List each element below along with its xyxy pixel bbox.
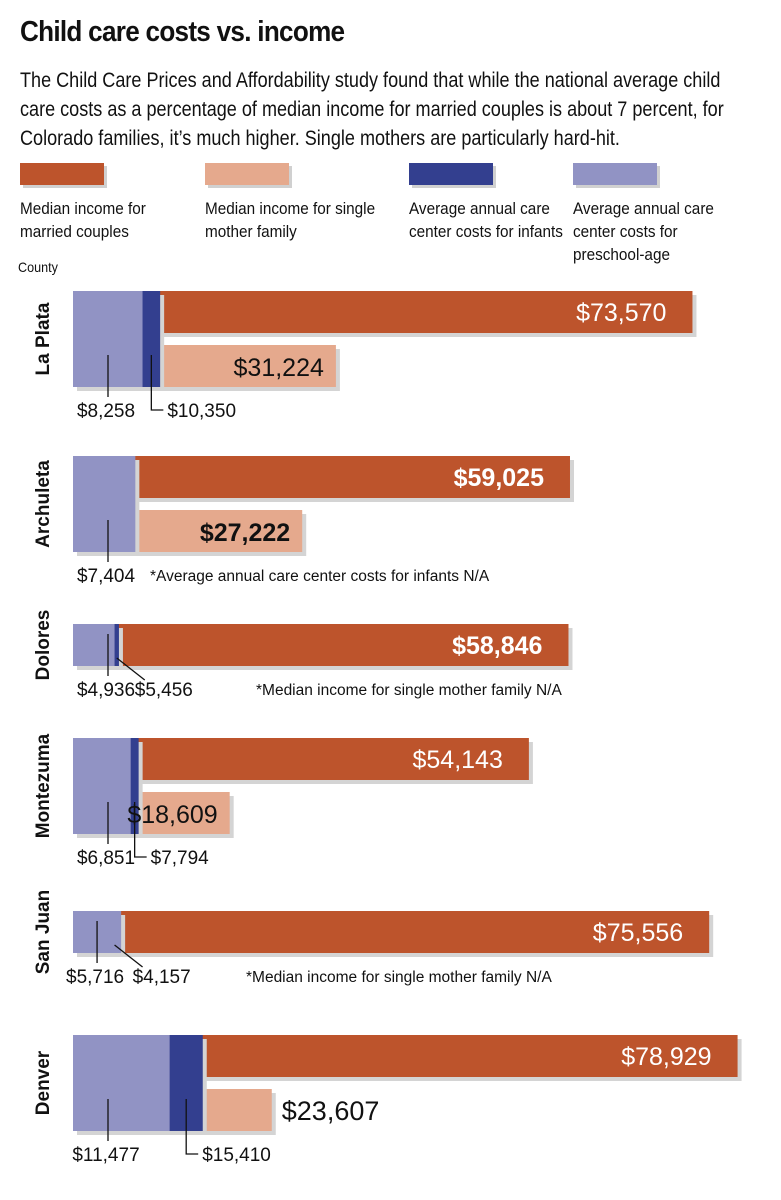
bar-preschool-denver [73, 1035, 170, 1131]
label-single-archuleta: $27,222 [200, 519, 290, 547]
bar-married-archuleta [73, 456, 570, 498]
bar-preschool-archuleta [73, 456, 136, 552]
leader-infant-montezuma [134, 802, 147, 858]
label-preschool-montezuma: $6,851 [77, 848, 135, 869]
county-label-dolores: Dolores [33, 610, 54, 681]
legend-infant: Average annual care center costs for inf… [409, 163, 599, 243]
legend-label-preschool: Average annual care center costs for pre… [573, 199, 714, 264]
county-label-la-plata: La Plata [33, 302, 54, 375]
legend-label-married: Median income for married couples [20, 199, 146, 241]
legend-swatch-preschool [573, 163, 657, 185]
legend-label-single: Median income for single mother family [205, 199, 376, 241]
legend-label-infant: Average annual care center costs for inf… [409, 199, 563, 241]
bar-married-dolores [73, 624, 569, 666]
label-infant-la-plata: $10,350 [167, 401, 236, 422]
bar-married-la-plata [73, 291, 693, 333]
legend-preschool: Average annual care center costs for pre… [573, 163, 763, 266]
label-preschool-san-juan: $5,716 [66, 967, 124, 988]
label-preschool-la-plata: $8,258 [77, 401, 135, 422]
label-married-montezuma: $54,143 [413, 746, 503, 774]
label-married-archuleta: $59,025 [454, 464, 544, 492]
county-label-denver: Denver [33, 1050, 54, 1115]
label-married-san-juan: $75,556 [593, 919, 683, 947]
label-infant-denver: $15,410 [202, 1145, 271, 1166]
label-single-denver: $23,607 [282, 1096, 380, 1126]
label-preschool-archuleta: $7,404 [77, 566, 136, 587]
county-axis-label: County [18, 259, 58, 275]
county-label-san-juan: San Juan [33, 890, 54, 974]
label-infant-dolores: $5,456 [135, 680, 193, 701]
footnote-archuleta: *Average annual care center costs for in… [150, 568, 490, 585]
label-preschool-dolores: $4,936 [77, 680, 135, 701]
label-infant-san-juan: $4,157 [133, 967, 191, 988]
leader-infant-denver [185, 1099, 199, 1155]
label-single-la-plata: $31,224 [234, 354, 324, 382]
label-single-montezuma: $18,609 [127, 801, 217, 829]
county-label-montezuma: Montezuma [33, 733, 54, 838]
legend-swatch-single [205, 163, 289, 185]
label-married-la-plata: $73,570 [576, 299, 666, 327]
chart-subtitle: The Child Care Prices and Affordability … [20, 69, 724, 150]
label-preschool-denver: $11,477 [72, 1145, 139, 1166]
bar-married-san-juan [73, 911, 710, 953]
label-married-denver: $78,929 [621, 1043, 711, 1071]
legend-swatch-infant [409, 163, 493, 185]
bar-preschool-montezuma [73, 738, 131, 834]
legend-married: Median income for married couples [20, 163, 210, 243]
leader-infant-dolores [116, 657, 146, 681]
label-infant-montezuma: $7,794 [151, 848, 210, 869]
legend-single: Median income for single mother family [205, 163, 395, 243]
label-married-dolores: $58,846 [452, 632, 542, 660]
bar-married-montezuma [73, 738, 529, 780]
chart-title: Child care costs vs. income [20, 16, 345, 48]
footnote-san-juan: *Median income for single mother family … [246, 969, 552, 986]
footnote-dolores: *Median income for single mother family … [256, 682, 562, 699]
legend-swatch-married [20, 163, 104, 185]
leader-infant-la-plata [150, 355, 164, 411]
county-label-archuleta: Archuleta [33, 460, 54, 548]
leader-infant-san-juan [114, 944, 143, 968]
